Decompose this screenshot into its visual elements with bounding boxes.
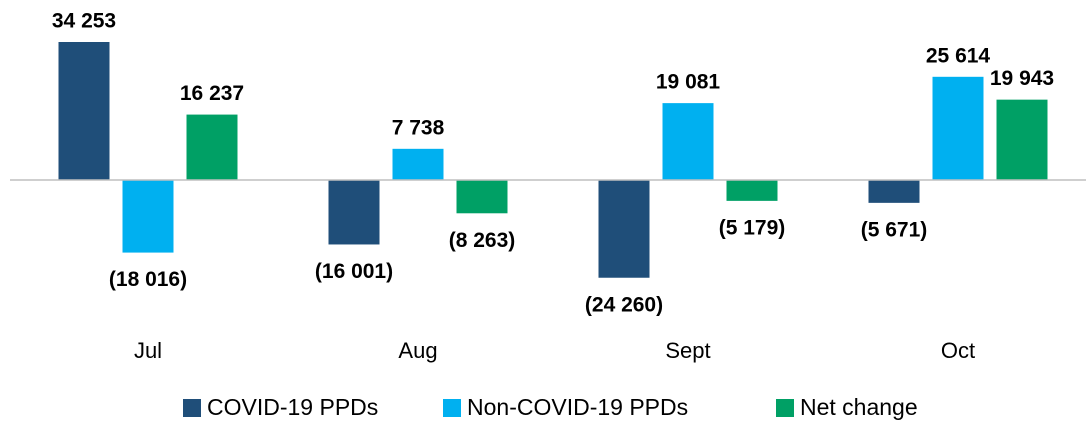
data-label: (5 179) (719, 216, 786, 239)
x-tick-label: Oct (941, 338, 975, 363)
x-tick-label: Sept (665, 338, 710, 363)
legend-swatch (183, 399, 201, 417)
data-label: (16 001) (315, 260, 393, 283)
data-label: (18 016) (109, 268, 187, 291)
legend-label: COVID-19 PPDs (207, 394, 378, 420)
data-label: 25 614 (926, 44, 991, 67)
bar (726, 180, 778, 201)
bar (598, 180, 650, 278)
data-label: 34 253 (52, 10, 116, 33)
x-tick-label: Aug (398, 338, 437, 363)
bar (456, 180, 508, 214)
bar (868, 180, 920, 203)
legend-swatch (443, 399, 461, 417)
bar (328, 180, 380, 245)
data-label: (24 260) (585, 293, 663, 316)
bar (58, 42, 110, 180)
bar (662, 103, 714, 180)
data-label: 7 738 (392, 116, 445, 139)
data-label: (5 671) (861, 218, 928, 241)
bar (122, 180, 174, 253)
bar (932, 76, 984, 180)
bar (186, 114, 238, 180)
x-tick-label: Jul (134, 338, 162, 363)
bar (392, 148, 444, 180)
bar (996, 99, 1048, 180)
legend-swatch (776, 399, 794, 417)
data-label: 19 081 (656, 71, 721, 94)
data-label: 19 943 (990, 67, 1054, 90)
data-label: (8 263) (449, 229, 516, 252)
data-label: 16 237 (180, 82, 244, 105)
legend-label: Non-COVID-19 PPDs (467, 394, 688, 420)
legend-label: Net change (800, 394, 918, 420)
